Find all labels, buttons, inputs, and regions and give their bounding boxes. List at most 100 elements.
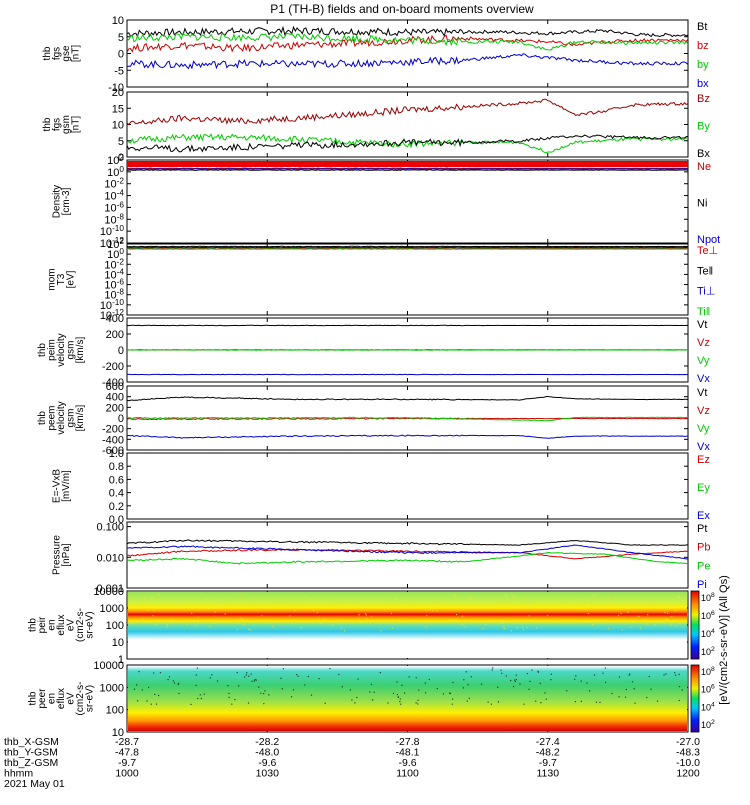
spectrogram-peir_spec [128, 592, 687, 658]
spectrogram-speck [513, 686, 514, 687]
spectrogram-speck [337, 604, 338, 605]
series-line-Ni [127, 170, 688, 171]
spectrogram-speck [186, 624, 187, 625]
spectrogram-speck [538, 672, 539, 673]
spectrogram-speck [331, 603, 332, 604]
spectrogram-speck [580, 599, 581, 600]
footer-date: 2021 May 01 [4, 778, 65, 790]
spectrogram-speck [605, 682, 606, 683]
spectrogram-speck [146, 700, 147, 701]
spectrogram-speck [198, 617, 199, 618]
spectrogram-speck [432, 610, 433, 611]
spectrogram-speck [463, 607, 464, 608]
spectrogram-speck [304, 684, 305, 685]
spectrogram-speck [311, 695, 312, 696]
legend-Ti‖: Ti‖ [697, 306, 710, 318]
spectrogram-speck [200, 694, 201, 695]
spectrogram-speck [305, 596, 306, 597]
series-line-Ti⊥ [127, 247, 688, 248]
spectrogram-speck [264, 690, 265, 691]
spectrogram-speck [504, 628, 505, 629]
density-band [127, 161, 688, 167]
spectrogram-speck [425, 692, 426, 693]
spectrogram-speck [514, 680, 515, 681]
footer-value: 1130 [536, 768, 559, 780]
spectrogram-speck [173, 680, 174, 681]
spectrogram-speck [240, 594, 241, 595]
spectrogram-speck [389, 602, 390, 603]
spectrogram-speck [136, 684, 137, 685]
spectrogram-speck [629, 673, 630, 674]
spectrogram-speck [498, 701, 499, 702]
spectrogram-speck [279, 600, 280, 601]
spectrogram-speck [443, 693, 444, 694]
series-line-Vt [127, 396, 688, 400]
panel-frame [127, 160, 688, 243]
spectrogram-speck [465, 626, 466, 627]
y-tick-label: 0 [118, 345, 124, 357]
spectrogram-speck [664, 612, 665, 613]
spectrogram-speck [171, 618, 172, 619]
spectrogram-speck [620, 613, 621, 614]
legend-Pb: Pb [697, 542, 710, 554]
spectrogram-speck [404, 597, 405, 598]
spectrogram-speck [137, 700, 138, 701]
spectrogram-speck [493, 621, 494, 622]
legend-Vz: Vz [697, 405, 710, 417]
footer-value: 1200 [676, 768, 700, 780]
spectrogram-speck [625, 697, 626, 698]
colorbar-peir_spec [691, 591, 699, 659]
spectrogram-speck [131, 623, 132, 624]
spectrogram-speck [290, 603, 291, 604]
spectrogram-speck [516, 679, 517, 680]
spectrogram-speck [229, 697, 230, 698]
spectrogram-speck [416, 702, 417, 703]
spectrogram-speck [138, 671, 139, 672]
y-tick-label: -5 [114, 65, 124, 77]
spectrogram-speck [652, 602, 653, 603]
spectrogram-speck [461, 624, 462, 625]
spectrogram-speck [398, 619, 399, 620]
spectrogram-speck [151, 598, 152, 599]
spectrogram-speck [622, 629, 623, 630]
y-axis-label: [mV/m] [61, 470, 72, 502]
spectrogram-speck [178, 606, 179, 607]
spectrogram-speck [395, 599, 396, 600]
spectrogram-speck [630, 627, 631, 628]
spectrogram-speck [663, 674, 664, 675]
spectrogram-speck [148, 610, 149, 611]
spectrogram-speck [237, 672, 238, 673]
spectrogram-speck [380, 672, 381, 673]
spectrogram-speck [393, 603, 394, 604]
spectrogram-speck [418, 690, 419, 691]
spectrogram-speck [575, 701, 576, 702]
spectrogram-speck [354, 702, 355, 703]
spectrogram-speck [332, 624, 333, 625]
spectrogram-speck [675, 675, 676, 676]
spectrogram-speck [196, 674, 197, 675]
spectrogram-speck [229, 620, 230, 621]
spectrogram-speck [351, 699, 352, 700]
y-tick-label: 10 [112, 15, 124, 27]
spectrogram-speck [225, 614, 226, 615]
spectrogram-speck [650, 689, 651, 690]
spectrogram-speck [471, 676, 472, 677]
legend-Pi: Pi [697, 579, 707, 591]
spectrogram-speck [626, 689, 627, 690]
spectrogram-speck [369, 691, 370, 692]
spectrogram-speck [679, 596, 680, 597]
spectrogram-peer_spec [128, 666, 687, 731]
spectrogram-speck [506, 675, 507, 676]
spectrogram-speck [401, 685, 402, 686]
spectrogram-speck [294, 610, 295, 611]
spectrogram-speck [532, 670, 533, 671]
spectrogram-speck [158, 594, 159, 595]
legend-Ni: Ni [697, 198, 707, 210]
spectrogram-speck [646, 601, 647, 602]
spectrogram-speck [258, 687, 259, 688]
spectrogram-speck [540, 683, 541, 684]
legend-Vy: Vy [697, 423, 710, 435]
spectrogram-speck [522, 627, 523, 628]
